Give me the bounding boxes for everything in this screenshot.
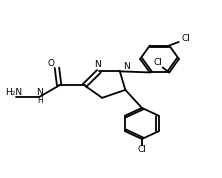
Text: Cl: Cl: [137, 145, 146, 154]
Text: Cl: Cl: [153, 58, 162, 67]
Text: H: H: [37, 96, 43, 105]
Text: Cl: Cl: [181, 34, 190, 43]
Text: N: N: [123, 62, 130, 70]
Text: O: O: [47, 59, 54, 68]
Text: N: N: [94, 60, 101, 69]
Text: H₂N: H₂N: [5, 88, 22, 97]
Text: N: N: [36, 88, 43, 97]
